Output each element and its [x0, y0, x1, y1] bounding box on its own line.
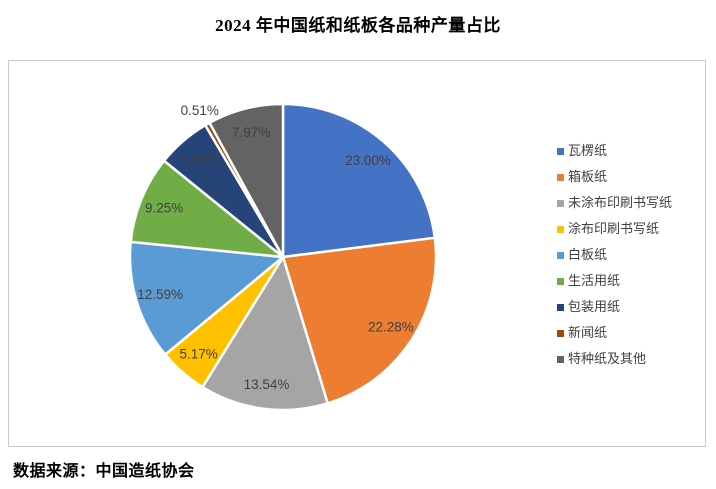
legend-item-7: 新闻纸	[557, 326, 705, 340]
legend-label: 生活用纸	[568, 273, 621, 288]
legend-label: 白板纸	[568, 247, 608, 262]
pie-slice-2	[201, 255, 329, 412]
legend-label: 瓦楞纸	[568, 143, 608, 158]
legend-item-8: 特种纸及其他	[557, 352, 705, 366]
pie-slice-label-3: 5.17%	[179, 346, 217, 361]
legend-marker-icon	[557, 199, 564, 207]
legend-label: 箱板纸	[568, 169, 608, 184]
legend-marker-icon	[557, 251, 564, 259]
legend-marker-icon	[557, 173, 564, 181]
legend-marker-icon	[557, 277, 564, 285]
pie-slice-8	[208, 102, 285, 259]
legend-item-0: 瓦楞纸	[557, 144, 705, 158]
legend-item-1: 箱板纸	[557, 170, 705, 184]
legend-item-4: 白板纸	[557, 248, 705, 262]
legend-item-5: 生活用纸	[557, 274, 705, 288]
legend-marker-icon	[557, 303, 564, 311]
pie-slice-label-5: 9.25%	[145, 201, 183, 216]
legend-label: 包装用纸	[568, 299, 621, 314]
legend-marker-icon	[557, 329, 564, 337]
legend-label: 涂布印刷书写纸	[568, 221, 660, 236]
pie-slice-label-6: 5.69%	[180, 152, 218, 167]
legend-label: 特种纸及其他	[568, 351, 647, 366]
chart-area: 23.00% 22.28% 13.54% 5.17% 12.59% 9.25% 5.69% 0…	[8, 60, 706, 447]
pie-slice-4	[128, 240, 285, 356]
legend-item-3: 涂布印刷书写纸	[557, 222, 705, 236]
legend-item-6: 包装用纸	[557, 300, 705, 314]
legend-item-2: 未涂布印刷书写纸	[557, 196, 705, 210]
pie-slice-label-4: 12.59%	[137, 287, 183, 302]
legend-label: 新闻纸	[568, 325, 608, 340]
legend-marker-icon	[557, 225, 564, 233]
pie-slice-5	[129, 159, 285, 259]
data-source-note: 数据来源：中国造纸协会	[13, 463, 195, 480]
pie-slice-label-0: 23.00%	[345, 153, 391, 168]
legend: 瓦楞纸箱板纸未涂布印刷书写纸 涂布印刷书写纸 白板纸生活用纸包装用纸新闻纸特种纸及其…	[557, 144, 705, 378]
legend-marker-icon	[557, 147, 564, 155]
legend-label: 未涂布印刷书写纸	[568, 195, 673, 210]
pie-slice-label-7: 0.51%	[181, 103, 219, 118]
pie-chart: 23.00% 22.28% 13.54% 5.17% 12.59% 9.25% 5.69% 0…	[128, 102, 438, 412]
pie-slice-label-2: 13.54%	[244, 377, 290, 392]
pie-slice-label-1: 22.28%	[368, 319, 414, 334]
pie-slice-label-8: 7.97%	[232, 125, 270, 140]
pie-slice-1	[281, 236, 438, 405]
pie-slice-0	[281, 102, 437, 259]
legend-marker-icon	[557, 355, 564, 363]
chart-title: 2024 年中国纸和纸板各品种产量占比	[215, 16, 501, 35]
